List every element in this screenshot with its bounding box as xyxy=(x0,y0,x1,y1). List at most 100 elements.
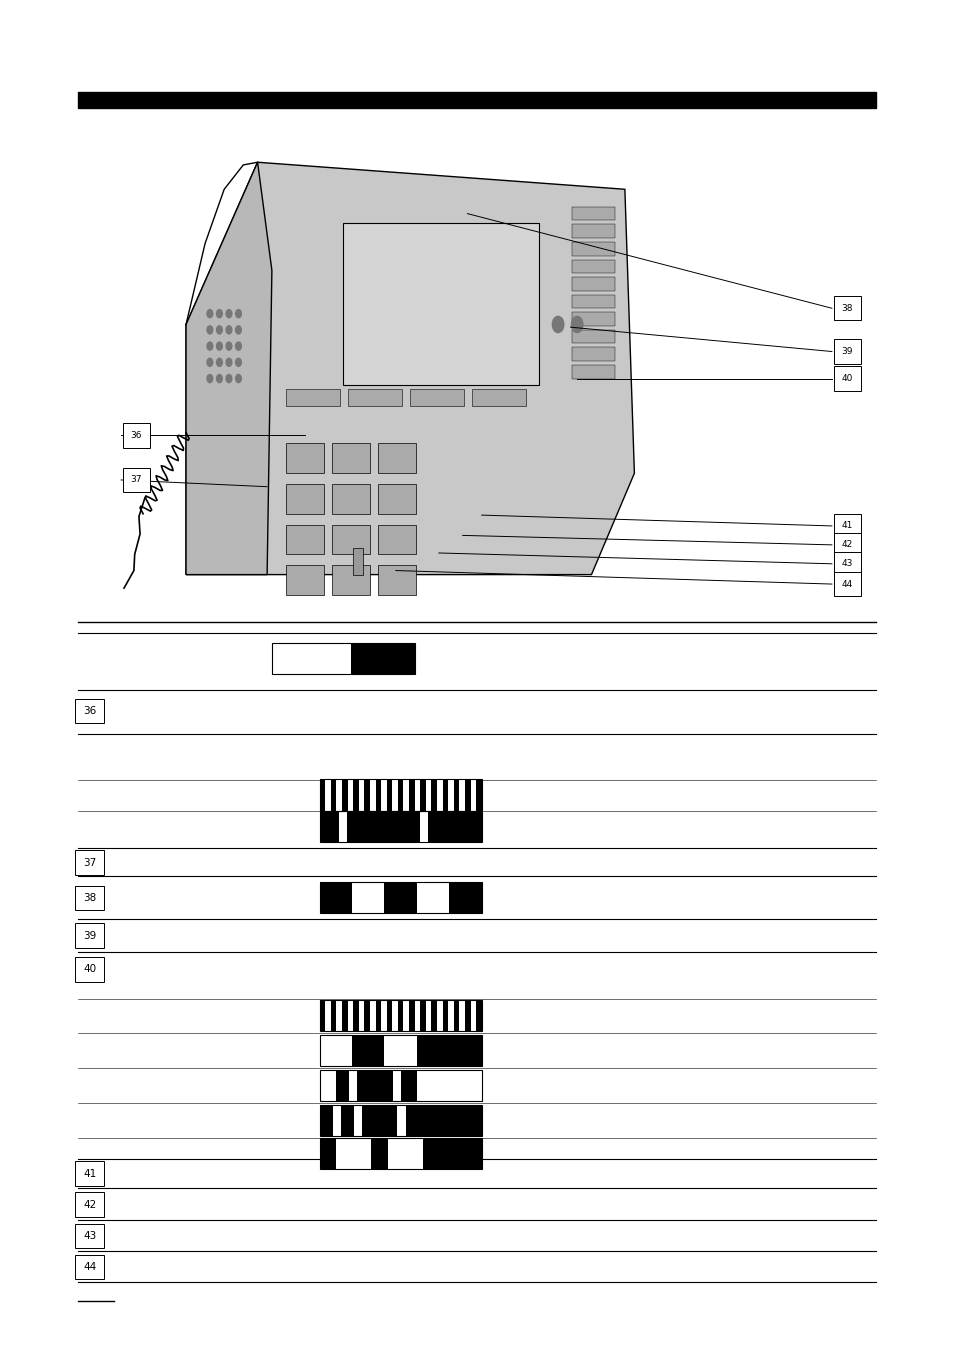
Bar xyxy=(332,525,370,554)
Bar xyxy=(449,883,481,914)
Bar xyxy=(319,1106,481,1136)
Bar xyxy=(472,389,525,406)
Bar xyxy=(332,484,370,514)
Bar xyxy=(572,365,615,379)
Bar xyxy=(833,366,860,391)
Bar xyxy=(340,1106,354,1136)
Bar xyxy=(397,1000,403,1032)
Bar xyxy=(319,779,325,811)
Bar xyxy=(833,514,860,538)
Bar xyxy=(442,1000,448,1032)
Circle shape xyxy=(216,358,222,366)
Text: 43: 43 xyxy=(841,560,852,568)
Text: 37: 37 xyxy=(83,857,96,868)
Bar xyxy=(392,1071,400,1101)
Polygon shape xyxy=(186,162,634,575)
Bar xyxy=(375,1000,380,1032)
Circle shape xyxy=(207,326,213,334)
Bar xyxy=(833,296,860,320)
Circle shape xyxy=(207,375,213,383)
Bar xyxy=(319,779,481,811)
Bar xyxy=(319,1106,333,1136)
Circle shape xyxy=(226,358,232,366)
Circle shape xyxy=(216,310,222,318)
Text: 43: 43 xyxy=(83,1230,96,1241)
Bar xyxy=(572,330,615,343)
Circle shape xyxy=(216,375,222,383)
Circle shape xyxy=(235,375,241,383)
Bar xyxy=(286,389,339,406)
Bar xyxy=(572,207,615,220)
Bar xyxy=(371,1138,387,1168)
Bar xyxy=(75,923,104,948)
Bar xyxy=(384,1036,416,1065)
Bar xyxy=(410,389,463,406)
Bar xyxy=(397,1106,405,1136)
Text: 36: 36 xyxy=(131,431,142,439)
Bar xyxy=(833,572,860,596)
Bar xyxy=(375,779,380,811)
Bar xyxy=(431,1000,436,1032)
Bar xyxy=(343,223,538,385)
Bar xyxy=(319,883,481,914)
Bar xyxy=(331,779,336,811)
Bar xyxy=(833,533,860,557)
Bar xyxy=(319,883,481,914)
Bar xyxy=(319,1036,352,1065)
Bar xyxy=(400,1071,416,1101)
Circle shape xyxy=(235,358,241,366)
Bar xyxy=(352,1036,384,1065)
Bar xyxy=(356,1071,392,1101)
Bar xyxy=(377,565,416,595)
Bar xyxy=(364,779,370,811)
Bar xyxy=(332,443,370,473)
Bar xyxy=(338,811,347,841)
Text: 44: 44 xyxy=(83,1261,96,1272)
Bar xyxy=(75,699,104,723)
Text: 39: 39 xyxy=(841,347,852,356)
Circle shape xyxy=(207,358,213,366)
Bar xyxy=(405,1106,481,1136)
Bar xyxy=(331,1000,336,1032)
Bar xyxy=(319,1138,481,1168)
Bar xyxy=(353,1000,358,1032)
Bar xyxy=(354,1106,361,1136)
Text: 41: 41 xyxy=(841,522,852,530)
Bar xyxy=(75,1255,104,1279)
Bar xyxy=(353,548,362,575)
Bar xyxy=(377,525,416,554)
Bar xyxy=(431,779,436,811)
Bar xyxy=(572,312,615,326)
Bar xyxy=(319,1036,481,1065)
Bar xyxy=(319,1071,481,1101)
Bar xyxy=(75,957,104,982)
Bar xyxy=(319,883,352,914)
Bar xyxy=(384,883,416,914)
Circle shape xyxy=(216,342,222,350)
Bar xyxy=(833,552,860,576)
Bar xyxy=(409,1000,415,1032)
Bar xyxy=(319,811,481,841)
Circle shape xyxy=(207,342,213,350)
Bar xyxy=(423,1138,481,1168)
Bar xyxy=(572,242,615,256)
Bar xyxy=(319,1071,481,1101)
Bar xyxy=(572,295,615,308)
Bar xyxy=(364,1000,370,1032)
Bar xyxy=(442,779,448,811)
Bar xyxy=(78,92,875,108)
Bar xyxy=(420,779,425,811)
Circle shape xyxy=(552,316,563,333)
Bar xyxy=(272,644,350,673)
Text: 41: 41 xyxy=(83,1168,96,1179)
Bar xyxy=(319,811,481,841)
Bar xyxy=(341,779,347,811)
Bar xyxy=(377,484,416,514)
Bar xyxy=(272,644,415,673)
Text: 40: 40 xyxy=(83,964,96,975)
Circle shape xyxy=(235,310,241,318)
Bar xyxy=(319,779,481,811)
Circle shape xyxy=(226,310,232,318)
Circle shape xyxy=(235,326,241,334)
Bar xyxy=(272,644,415,673)
